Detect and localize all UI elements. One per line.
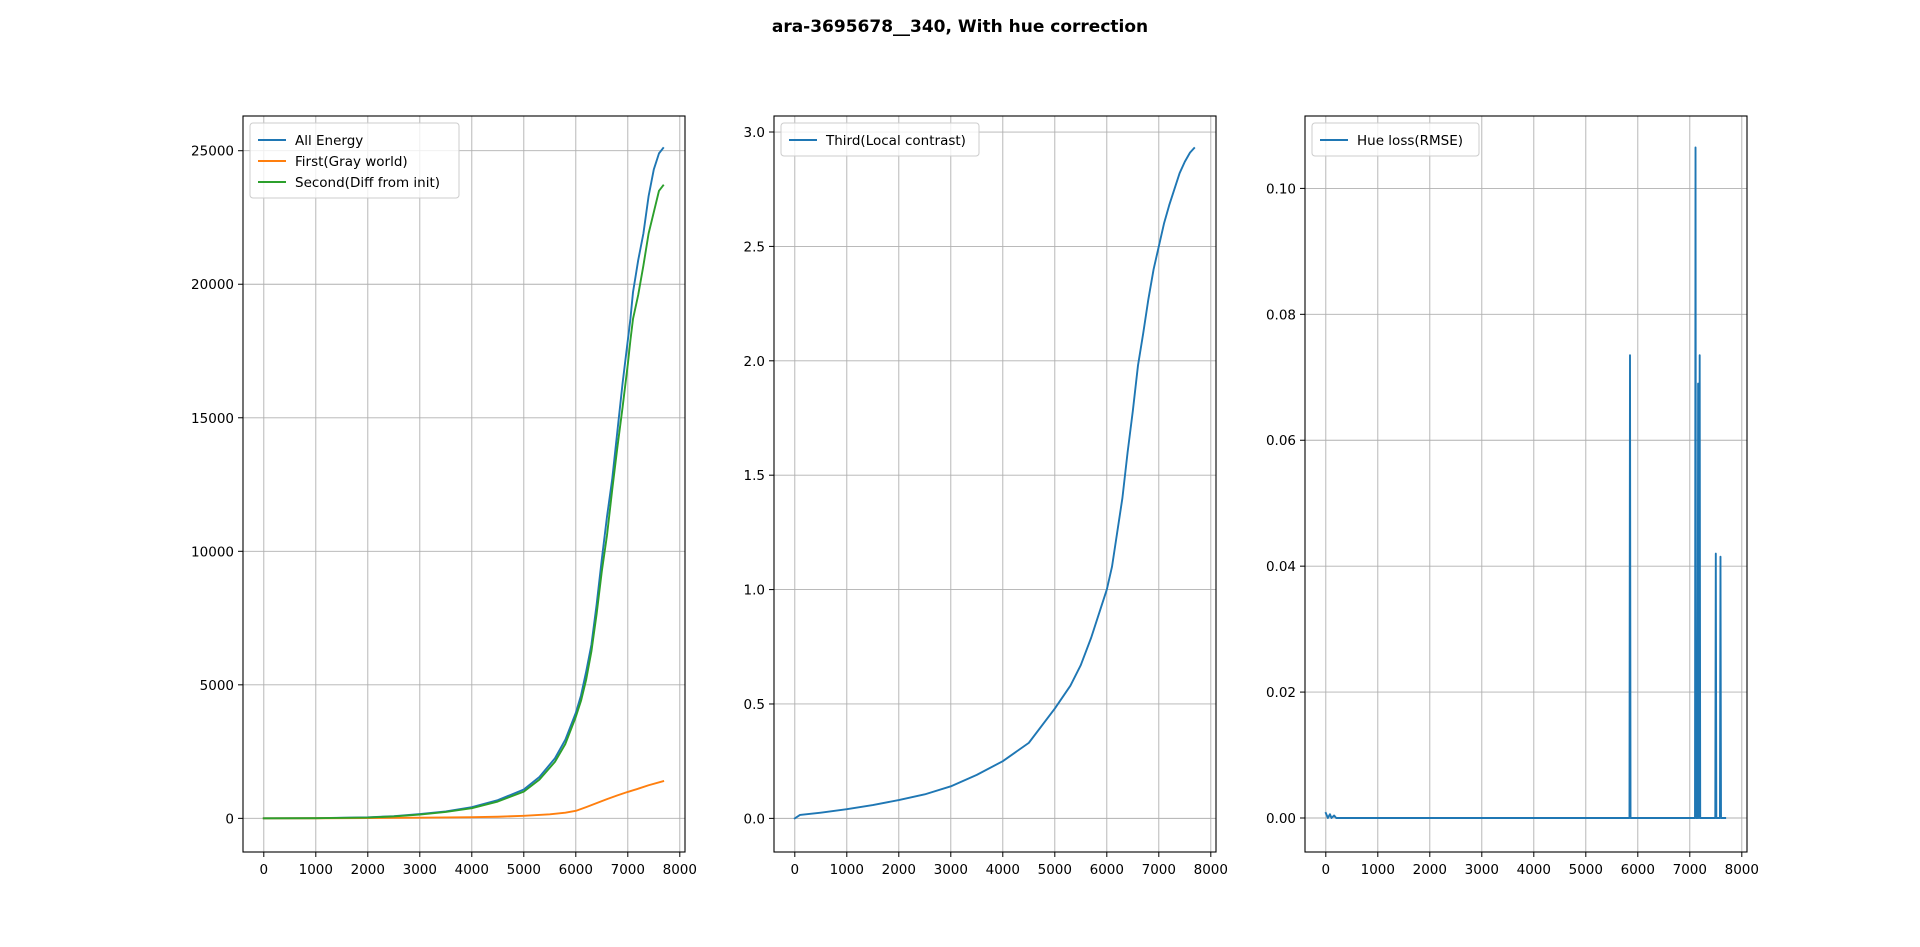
y-tick-label: 0.02 bbox=[1266, 685, 1296, 701]
series-line-energy-0 bbox=[262, 146, 665, 820]
y-tick-label: 5000 bbox=[200, 678, 234, 694]
y-tick-label: 0.08 bbox=[1266, 307, 1296, 323]
y-tick-label: 0.04 bbox=[1266, 559, 1296, 575]
y-tick-label: 1.0 bbox=[744, 583, 765, 599]
series-line-energy-1 bbox=[262, 780, 665, 820]
x-tick-label: 0 bbox=[791, 862, 800, 878]
x-tick-label: 4000 bbox=[986, 862, 1020, 878]
x-tick-label: 7000 bbox=[1673, 862, 1707, 878]
x-tick-label: 8000 bbox=[1194, 862, 1228, 878]
x-tick-label: 7000 bbox=[1142, 862, 1176, 878]
x-tick-label: 5000 bbox=[1038, 862, 1072, 878]
legend-label: All Energy bbox=[295, 133, 363, 149]
x-tick-label: 3000 bbox=[403, 862, 437, 878]
y-tick-label: 0.10 bbox=[1266, 181, 1296, 197]
x-tick-label: 0 bbox=[260, 862, 269, 878]
x-tick-label: 7000 bbox=[611, 862, 645, 878]
subplot-local-contrast: 0 1000 2000 3000 4000 5000 6000 7000 8000 0.0 0.5 1… bbox=[744, 115, 1228, 878]
y-tick-label: 0.00 bbox=[1266, 811, 1296, 827]
series-line-energy-2 bbox=[262, 184, 665, 820]
y-tick-label: 3.0 bbox=[744, 125, 765, 141]
y-tick-label: 1.5 bbox=[744, 468, 765, 484]
y-tick-label: 0 bbox=[225, 811, 234, 827]
legend-label: Second(Diff from init) bbox=[295, 175, 440, 191]
x-tick-label: 6000 bbox=[559, 862, 593, 878]
legend-label: Third(Local contrast) bbox=[825, 133, 966, 149]
y-tick-label: 0.06 bbox=[1266, 433, 1296, 449]
y-tick-label: 0.5 bbox=[744, 697, 765, 713]
x-tick-label: 1000 bbox=[830, 862, 864, 878]
x-tick-label: 4000 bbox=[455, 862, 489, 878]
x-tick-label: 1000 bbox=[1361, 862, 1395, 878]
legend-label: Hue loss(RMSE) bbox=[1357, 133, 1463, 149]
legend-label: First(Gray world) bbox=[295, 154, 408, 170]
x-tick-label: 0 bbox=[1322, 862, 1331, 878]
subplot-hue-loss: 0 1000 2000 3000 4000 5000 6000 7000 8000 0.00 0.0… bbox=[1266, 115, 1759, 878]
x-tick-label: 3000 bbox=[934, 862, 968, 878]
axes-frame bbox=[773, 115, 1217, 853]
x-tick-label: 3000 bbox=[1465, 862, 1499, 878]
y-tick-label: 2.0 bbox=[744, 354, 765, 370]
legend-box bbox=[249, 122, 460, 199]
y-tick-label: 20000 bbox=[191, 277, 234, 293]
y-tick-label: 15000 bbox=[191, 411, 234, 427]
x-tick-label: 2000 bbox=[882, 862, 916, 878]
legend: All Energy First(Gray world) Second(Diff f… bbox=[249, 122, 460, 199]
subplot-energy: 0 1000 2000 3000 4000 5000 6000 7000 8000 0 5000 10… bbox=[191, 115, 697, 878]
x-tick-label: 4000 bbox=[1517, 862, 1551, 878]
x-tick-label: 6000 bbox=[1621, 862, 1655, 878]
y-tick-label: 2.5 bbox=[744, 239, 765, 255]
x-tick-label: 2000 bbox=[1413, 862, 1447, 878]
x-tick-label: 8000 bbox=[1725, 862, 1759, 878]
figure-title: ara-3695678__340, With hue correction bbox=[772, 17, 1148, 37]
x-tick-label: 1000 bbox=[299, 862, 333, 878]
series-line-hue-loss-0 bbox=[1324, 146, 1727, 819]
legend: Third(Local contrast) bbox=[780, 122, 980, 157]
legend-box bbox=[780, 122, 980, 157]
legend: Hue loss(RMSE) bbox=[1311, 122, 1480, 157]
x-tick-label: 2000 bbox=[351, 862, 385, 878]
x-tick-label: 8000 bbox=[663, 862, 697, 878]
y-tick-label: 10000 bbox=[191, 544, 234, 560]
x-tick-label: 6000 bbox=[1090, 862, 1124, 878]
y-tick-label: 25000 bbox=[191, 144, 234, 160]
x-tick-label: 5000 bbox=[1569, 862, 1603, 878]
axes-frame bbox=[242, 115, 686, 853]
series-line-local-contrast-0 bbox=[793, 146, 1196, 820]
y-tick-label: 0.0 bbox=[744, 811, 765, 827]
legend-box bbox=[1311, 122, 1480, 157]
x-tick-label: 5000 bbox=[507, 862, 541, 878]
axes-frame bbox=[1304, 115, 1748, 853]
